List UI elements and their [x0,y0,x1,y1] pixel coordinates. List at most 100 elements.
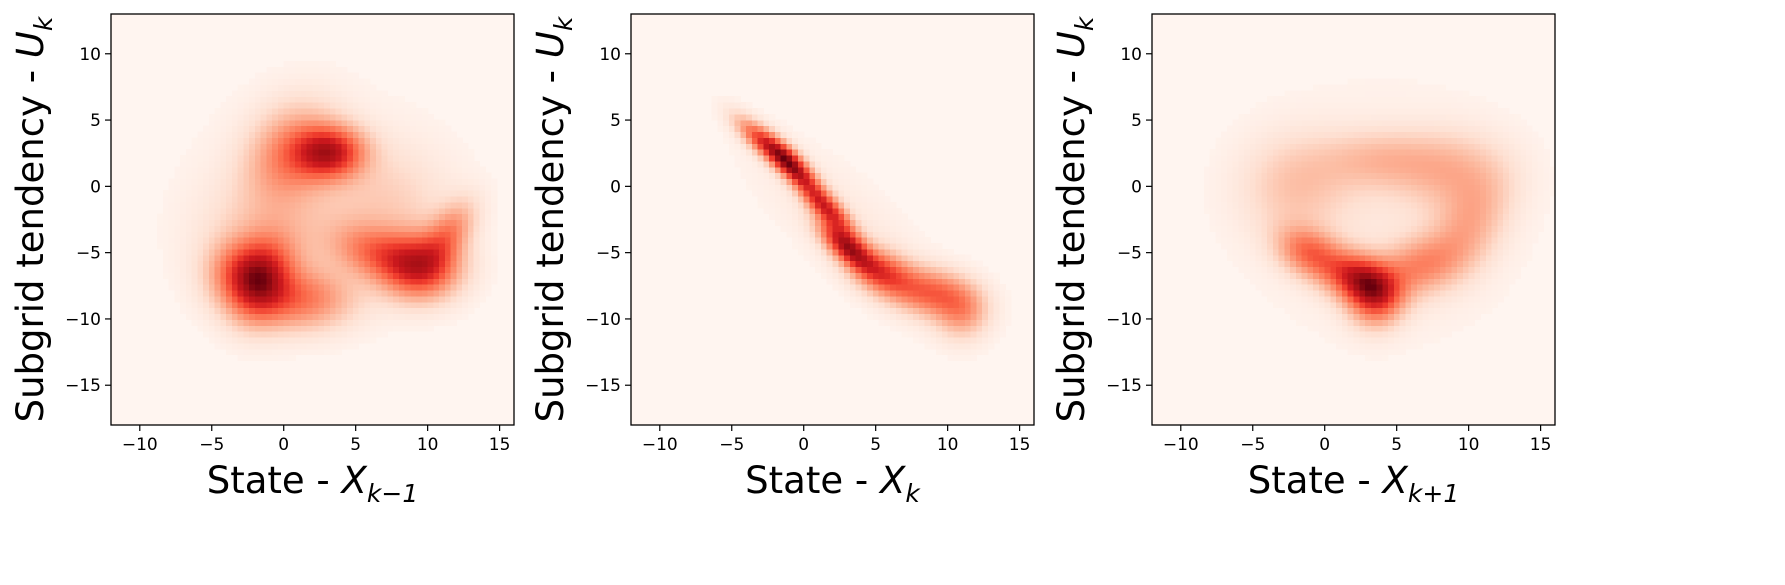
heatmap-cell [1508,219,1516,226]
heatmap-cell [214,295,221,303]
heatmap-cell [300,254,308,262]
heatmap-cell [312,84,319,91]
heatmap-cell [260,113,268,121]
heatmap-cell [283,331,291,338]
heatmap-cell [1503,260,1510,268]
heatmap-cell [1324,237,1332,244]
heatmap-cell [1468,260,1475,268]
heatmap-cell [723,107,730,115]
heatmap-cell [249,325,256,332]
heatmap-cell [740,154,747,162]
heatmap-cell [312,319,319,326]
heatmap-cell [289,96,296,103]
heatmap-cell [1295,231,1303,238]
heatmap-cell [220,301,227,309]
heatmap-cell [936,260,943,268]
heatmap-cell [1232,242,1239,250]
heatmap-cell [226,172,233,179]
heatmap-cell [947,307,954,315]
heatmap-cell [439,301,446,309]
heatmap-cell [467,201,475,209]
heatmap-cell [266,172,273,179]
heatmap-cell [180,301,187,309]
heatmap-cell [890,207,897,215]
heatmap-cell [976,325,983,332]
x-axis-label-var: X [340,459,369,502]
heatmap-cell [1514,149,1522,156]
heatmap-cell [918,237,926,244]
heatmap-cell [1411,331,1418,338]
heatmap-cell [295,336,302,344]
heatmap-cell [427,143,434,150]
heatmap-cell [849,172,857,179]
heatmap-cell [410,242,417,250]
heatmap-cell [450,149,458,156]
heatmap-cell [180,190,187,197]
heatmap-cell [1244,272,1251,279]
heatmap-cell [878,284,885,291]
heatmap-cell [867,207,874,215]
heatmap-cell [1336,242,1343,250]
heatmap-cell [953,342,960,350]
heatmap-cell [467,225,475,232]
heatmap-cell [1416,242,1424,250]
heatmap-cell [341,201,348,209]
heatmap-cell [1468,207,1475,215]
heatmap-cell [734,119,741,127]
heatmap-cell [1209,225,1216,232]
heatmap-cell [272,84,279,91]
heatmap-cell [220,231,227,238]
heatmap-cell [1503,154,1510,162]
heatmap-cell [1353,331,1360,338]
heatmap-cell [1336,331,1343,338]
heatmap-cell [1491,166,1499,174]
heatmap-cell [226,284,233,291]
heatmap-cell [844,201,851,209]
heatmap-cell [861,231,868,238]
heatmap-cell [1439,289,1447,297]
heatmap-cell [1497,260,1504,268]
heatmap-cell [1480,237,1487,244]
heatmap-cell [306,201,314,209]
heatmap-cell [1330,266,1337,273]
heatmap-cell [1272,254,1280,262]
heatmap-cell [347,289,354,297]
heatmap-cell [1382,207,1389,215]
heatmap-cell [1301,196,1309,203]
heatmap-cell [381,231,388,238]
heatmap-cell [416,319,423,326]
heatmap-cell [872,272,880,279]
heatmap-cell [358,219,365,226]
heatmap-cell [1341,242,1349,250]
heatmap-cell [953,260,960,268]
heatmap-cell [947,284,954,291]
heatmap-cell [763,160,770,168]
heatmap-cell [243,336,250,344]
heatmap-cell [393,231,400,238]
heatmap-cell [780,137,788,144]
heatmap-cell [358,278,365,285]
heatmap-cell [803,254,811,262]
heatmap-cell [300,307,308,315]
heatmap-cell [1209,201,1216,209]
heatmap-cell [243,119,250,127]
heatmap-cell [832,219,839,226]
heatmap-cell [243,172,250,179]
heatmap-cell [1209,219,1216,226]
heatmap-cell [404,137,411,144]
heatmap-cell [444,231,452,238]
heatmap-cell [815,231,822,238]
heatmap-cell [1313,242,1320,250]
heatmap-cell [404,301,411,309]
heatmap-cell [467,272,475,279]
heatmap-cell [295,107,302,115]
heatmap-cell [416,242,423,250]
heatmap-cell [1537,190,1545,197]
heatmap-cell [352,278,360,285]
heatmap-cell [1451,237,1458,244]
heatmap-cell [855,272,862,279]
heatmap-cell [1411,260,1418,268]
heatmap-cell [249,237,256,244]
heatmap-cell [1290,278,1297,285]
heatmap-cell [185,154,193,162]
